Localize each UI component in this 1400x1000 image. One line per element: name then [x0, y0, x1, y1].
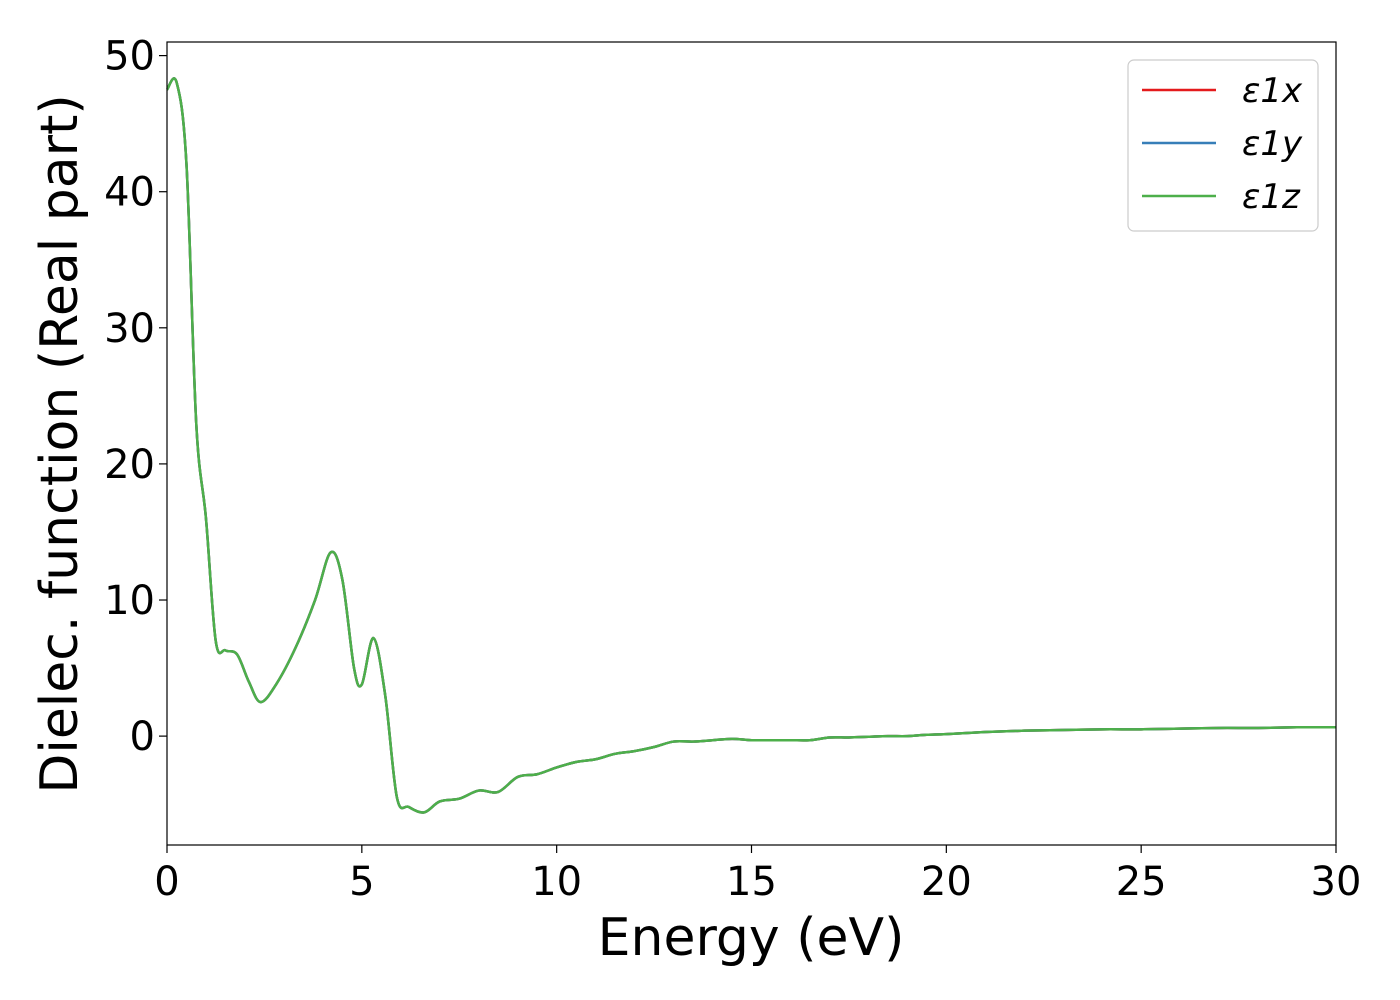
- legend-label-z: ε1z: [1242, 177, 1301, 217]
- x-axis-ticks: 0 5 10 15 20 25 30: [154, 845, 1361, 905]
- y-tick-label: 30: [104, 306, 155, 352]
- x-tick-label: 20: [921, 859, 972, 905]
- x-tick-label: 0: [154, 859, 179, 905]
- legend-box: [1127, 59, 1319, 232]
- y-tick-label: 0: [130, 714, 155, 760]
- y-tick-label: 20: [104, 442, 155, 488]
- y-tick-label: 10: [104, 578, 155, 624]
- legend: ε1x ε1y ε1z: [1127, 59, 1319, 232]
- x-axis-title: Energy (eV): [598, 908, 905, 968]
- y-axis-ticks: 0 10 20 30 40 50: [104, 34, 167, 760]
- y-tick-label: 40: [104, 170, 155, 216]
- x-tick-label: 10: [531, 859, 582, 905]
- legend-label-y: ε1y: [1242, 124, 1303, 164]
- legend-label-x: ε1x: [1242, 71, 1303, 111]
- series-layer: [165, 77, 1337, 814]
- plot-frame: [166, 41, 1337, 846]
- x-tick-label: 25: [1116, 859, 1167, 905]
- series-line-2: [165, 77, 1337, 814]
- x-tick-label: 5: [349, 859, 374, 905]
- y-tick-label: 50: [104, 34, 155, 80]
- x-tick-label: 30: [1311, 859, 1362, 905]
- x-tick-label: 15: [726, 859, 777, 905]
- y-axis-title: Dielec. function (Real part): [30, 94, 90, 793]
